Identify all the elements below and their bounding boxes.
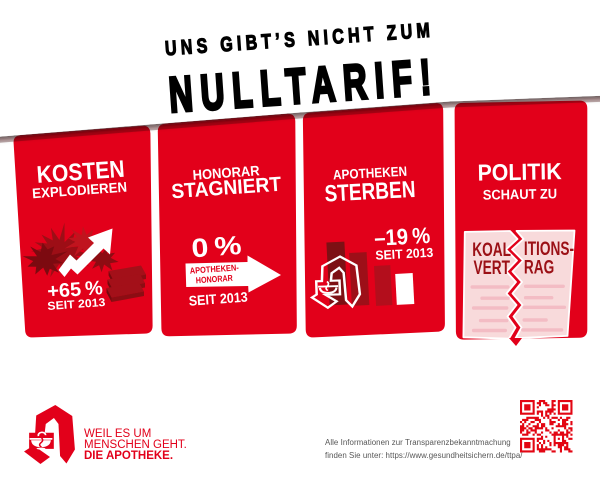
svg-text:VERT: VERT [474, 257, 510, 279]
svg-text:SCHAUT ZU: SCHAUT ZU [483, 185, 558, 202]
svg-text:APOTHEKEN: APOTHEKEN [333, 164, 408, 183]
svg-text:EXPLODIEREN: EXPLODIEREN [32, 179, 128, 202]
svg-text:0 %: 0 % [190, 230, 242, 263]
svg-text:STERBEN: STERBEN [324, 176, 416, 207]
svg-text:SEIT 2013: SEIT 2013 [375, 245, 434, 263]
svg-text:POLITIK: POLITIK [477, 158, 562, 185]
svg-text:APOTHEKEN-: APOTHEKEN- [189, 262, 239, 275]
svg-text:KOAL: KOAL [472, 239, 511, 261]
svg-text:SEIT 2013: SEIT 2013 [188, 289, 248, 309]
svg-text:HONORAR: HONORAR [192, 162, 260, 183]
svg-text:KOSTEN: KOSTEN [36, 156, 126, 189]
svg-text:+65 %: +65 % [47, 277, 104, 303]
svg-text:–19 %: –19 % [374, 223, 431, 251]
svg-text:SEIT 2013: SEIT 2013 [47, 297, 106, 313]
svg-text:HONORAR: HONORAR [195, 273, 233, 286]
svg-text:ITIONS-: ITIONS- [524, 238, 574, 260]
svg-text:RAG: RAG [524, 256, 554, 278]
